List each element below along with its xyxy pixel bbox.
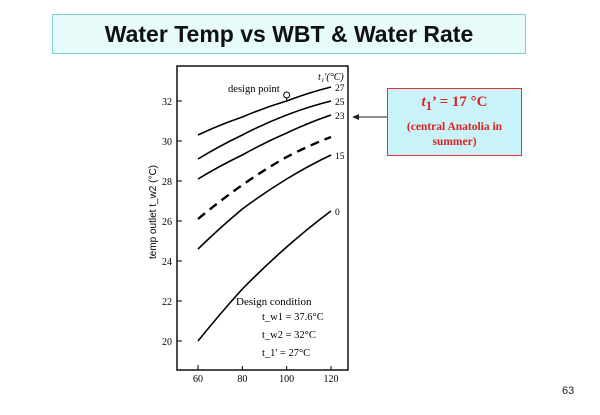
series-label-15: 15 <box>335 152 345 162</box>
y-tick-label: 22 <box>162 297 172 308</box>
chart-series <box>197 86 332 342</box>
plot-frame <box>176 65 349 371</box>
slide-title-box: Water Temp vs WBT & Water Rate <box>52 14 526 54</box>
callout-sub: 1 <box>425 99 432 113</box>
design-point-marker <box>283 91 291 99</box>
slide-title: Water Temp vs WBT & Water Rate <box>104 20 474 47</box>
callout-value: t1’ = 17 °C <box>421 94 488 113</box>
callout-note: (central Anatolia in summer) <box>406 121 503 148</box>
design-point-label: design point <box>228 84 280 95</box>
chart-labels: 27 25 23 15 0 t₁'(°C) design point <box>228 72 345 218</box>
design-condition-box: Design condition t_w1 = 37.6°C t_w2 = 32… <box>234 296 344 366</box>
callout-box: t1’ = 17 °C (central Anatolia in summer) <box>387 88 522 156</box>
y-tick-label: 26 <box>162 217 172 228</box>
series-line-25 <box>197 100 332 160</box>
series-label-25: 25 <box>335 98 345 108</box>
design-condition-heading: Design condition <box>236 296 312 308</box>
curve-label-header: t₁'(°C) <box>318 72 344 83</box>
design-condition-line-2: t_w2 = 32°C <box>262 330 316 341</box>
series-line-23 <box>197 114 332 180</box>
y-tick-label: 20 <box>162 337 172 348</box>
x-tick-label: 120 <box>324 374 339 385</box>
page-number: 63 <box>562 385 575 397</box>
series-label-0: 0 <box>335 208 340 218</box>
callout-arrow-head <box>352 114 359 120</box>
y-tick-label: 32 <box>162 97 172 108</box>
design-condition-line-3: t_1' = 27°C <box>262 348 310 359</box>
x-tick-label: 100 <box>279 374 294 385</box>
series-line-15 <box>197 154 332 250</box>
y-axis-label: temp outlet t_w2 (°C) <box>148 165 159 259</box>
y-tick-label: 24 <box>162 257 172 268</box>
design-condition-line-1: t_w1 = 37.6°C <box>262 312 324 323</box>
series-line-dashed <box>197 135 332 220</box>
series-label-27: 27 <box>335 84 345 94</box>
series-line-0 <box>197 210 332 342</box>
callout-value-text: ’ = 17 °C <box>431 94 488 110</box>
design-condition-bg <box>234 302 344 366</box>
series-line-27 <box>197 86 332 136</box>
x-tick-label: 60 <box>193 374 203 385</box>
y-tick-label: 30 <box>162 137 172 148</box>
y-tick-label: 28 <box>162 177 172 188</box>
x-tick-label: 80 <box>237 374 247 385</box>
series-label-23: 23 <box>335 112 345 122</box>
